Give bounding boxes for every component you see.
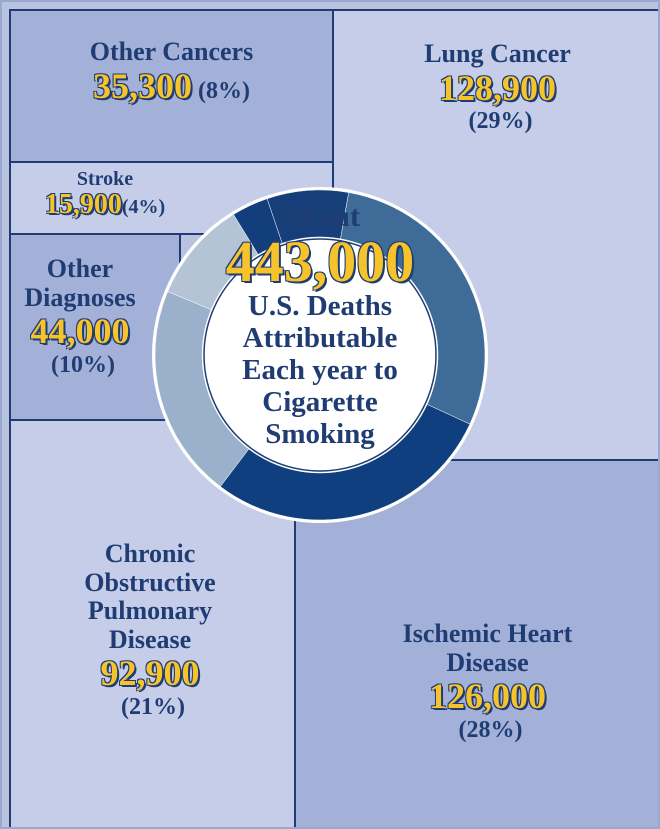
value-label: 128,900 (439, 67, 556, 108)
category-name: Stroke (76, 168, 134, 190)
category-name: Ischemic Heart Disease (402, 619, 573, 677)
donut-segment (340, 192, 486, 425)
value-row: 15,900(4%) (10, 189, 200, 221)
value-label: 126,000 (429, 676, 546, 717)
donut-segment (220, 404, 471, 521)
center-lead: About (279, 200, 361, 233)
center-text: About 443,000 U.S. Deaths Attributable E… (205, 200, 435, 450)
category-label: Stroke 15,900(4%) (10, 168, 200, 221)
category-box (9, 233, 181, 421)
value-label: 15,900 (44, 189, 122, 220)
category-name: Chronic Obstructive Pulmonary Disease (84, 539, 216, 654)
donut-hole (203, 238, 437, 472)
percent-label: (8%) (198, 77, 250, 104)
category-label: Other Cancers 35,300 (8%) (10, 37, 333, 107)
percent-label: (21%) (121, 693, 185, 720)
category-name: Lung Cancer (424, 39, 571, 68)
value-row: 35,300 (8%) (10, 65, 333, 107)
category-label: Lung Cancer 128,900 (29%) (385, 39, 610, 135)
category-label: Ischemic Heart Disease 126,000 (28%) (400, 619, 575, 743)
percent-label: (28%) (458, 716, 523, 743)
donut-segment (266, 189, 349, 244)
category-box (9, 9, 334, 163)
value-label: 44,000 (30, 311, 130, 352)
percent-label: (29%) (468, 108, 533, 135)
center-total: 443,000 (225, 229, 415, 294)
category-box (294, 459, 660, 829)
category-name: Other Cancers (89, 37, 254, 66)
value-label: 35,300 (93, 65, 192, 106)
category-name: Other Diagnoses (24, 254, 136, 312)
center-caption: U.S. Deaths Attributable Each year to Ci… (242, 290, 398, 450)
percent-label: (10%) (51, 351, 115, 378)
category-label: Chronic Obstructive Pulmonary Disease 92,… (55, 539, 245, 720)
percent-label: (4%) (121, 196, 166, 218)
value-label: 92,900 (100, 653, 200, 694)
category-label: Other Diagnoses 44,000 (10%) (10, 254, 150, 378)
